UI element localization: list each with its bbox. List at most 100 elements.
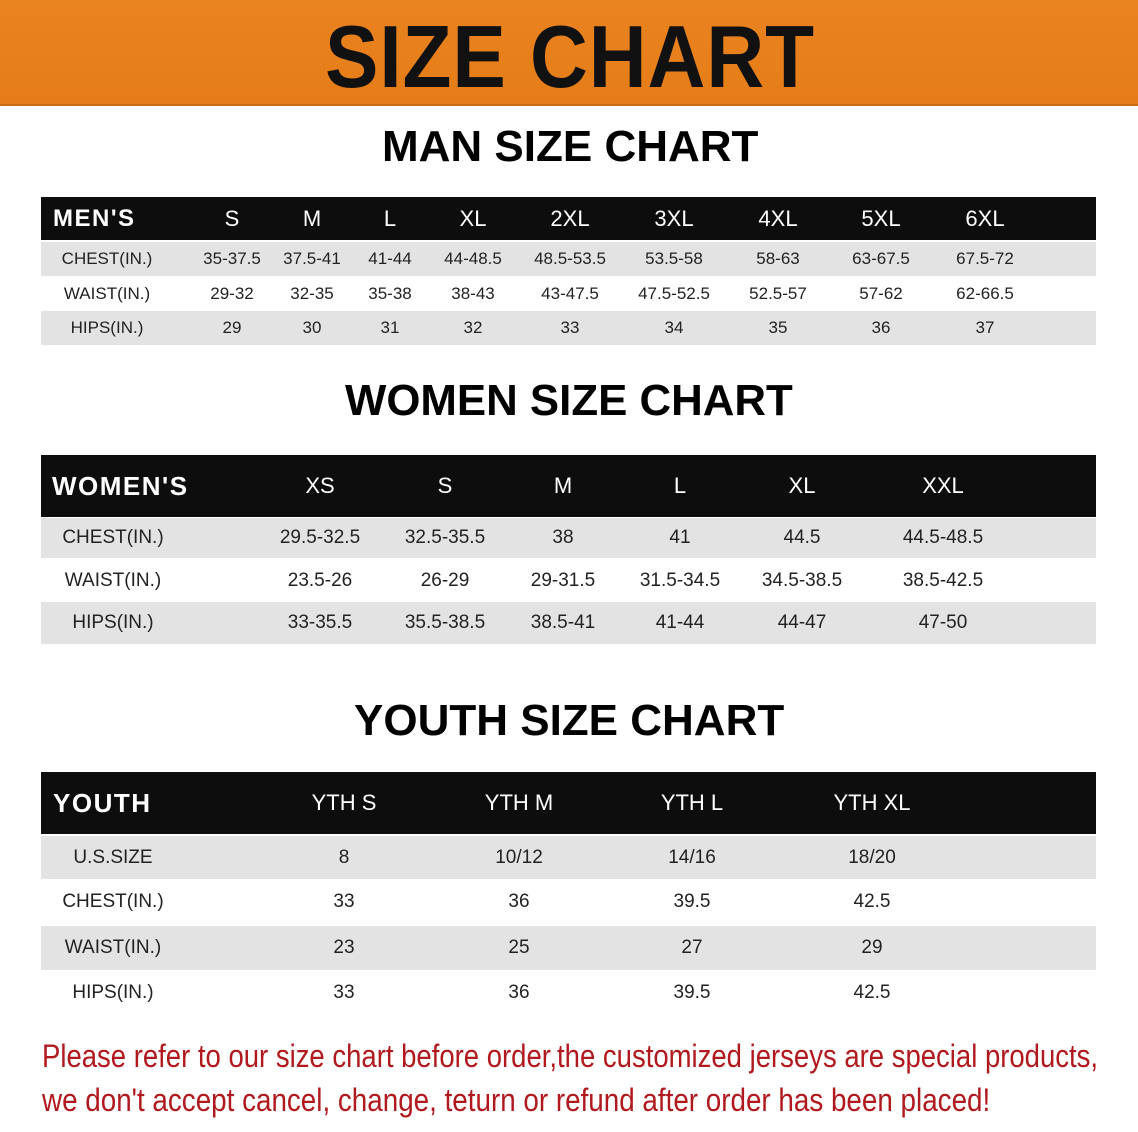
measurement-value: 58-63 [756,249,800,268]
measurement-value: 47-50 [918,612,968,633]
measurement-value: 29 [861,937,883,958]
measurement-value: 36 [871,318,891,337]
measurement-value: 37 [975,318,995,337]
measurement-value: 41-44 [655,612,705,633]
measurement-value: 29.5-32.5 [279,527,361,548]
size-header-cell: XS [305,473,335,498]
women-table-row: WAIST(IN.) 23.5-26 26-29 29-31.5 31.5-34.5 34… [41,560,1096,601]
note-line-1: Please refer to our size chart before or… [42,1038,1099,1074]
youth-section-title: YOUTH SIZE CHART [354,696,785,745]
measurement-value: 42.5 [853,891,891,912]
size-header-cell: L [673,473,687,498]
men-header-row: MEN'S S M L XL 2XL 3XL 4XL 5XL 6XL [41,197,1096,240]
size-header-cell: YTH S [311,790,377,815]
measurement-value: 41-44 [368,249,412,268]
youth-table-row: U.S.SIZE 8 10/12 14/16 18/20 [41,836,1096,879]
size-header-cell: XXL [922,473,964,498]
measurement-value: 23 [333,937,355,958]
measurement-value: 14/16 [668,846,716,868]
measurement-value: 52.5-57 [749,284,807,303]
measurement-value: 34 [664,318,684,337]
measurement-value: 31.5-34.5 [639,569,721,591]
measurement-value: 67.5-72 [956,249,1014,268]
measurement-value: 62-66.5 [956,284,1014,303]
measurement-value: 38.5-42.5 [902,569,984,591]
measurement-value: 53.5-58 [645,249,703,268]
size-header-cell: S [437,473,453,498]
size-header-cell: 5XL [861,205,901,231]
measurement-value: 23.5-26 [287,569,353,591]
measurement-value: 10/12 [495,846,543,868]
banner [0,0,1138,106]
men-table-row: HIPS(IN.) 29 30 31 32 33 34 35 36 37 [41,311,1096,345]
measurement-value: 44.5-48.5 [902,527,984,548]
measurement-value: 44-47 [777,612,827,633]
size-header-cell: YTH XL [833,790,911,815]
measurement-label: CHEST(IN.) [62,527,164,548]
measurement-value: 35-38 [368,284,412,303]
measurement-value: 41 [669,527,691,548]
size-header-cell: M [553,473,573,498]
measurement-value: 36 [508,982,530,1003]
measurement-value: 42.5 [853,982,891,1003]
note-line-2: we don't accept cancel, change, teturn o… [42,1082,991,1118]
measurement-value: 8 [338,846,350,868]
women-section-title: WOMEN SIZE CHART [345,376,793,425]
youth-table-row: HIPS(IN.) 33 36 39.5 42.5 [41,971,1096,1015]
size-header-cell: M [302,205,322,231]
measurement-value: 38-43 [451,284,495,303]
size-header-cell: 4XL [758,205,798,231]
measurement-label: WAIST(IN.) [64,937,162,958]
measurement-value: 18/20 [848,846,896,868]
page-title: SIZE CHART [325,7,815,106]
size-header-cell: XL [459,205,487,231]
men-table-row: CHEST(IN.) 35-37.5 37.5-41 41-44 44-48.5 48.5… [41,242,1096,276]
men-table-row: WAIST(IN.) 29-32 32-35 35-38 38-43 43-47.5 47.… [41,277,1096,311]
measurement-value: 33-35.5 [287,612,353,633]
size-header-cell: L [383,205,397,231]
measurement-value: 48.5-53.5 [534,249,606,268]
measurement-label: U.S.SIZE [73,846,153,868]
youth-table-row: WAIST(IN.) 23 25 27 29 [41,926,1096,970]
measurement-value: 29 [222,318,242,337]
measurement-value: 47.5-52.5 [638,284,710,303]
size-header-cell: 6XL [965,205,1005,231]
women-header-row: WOMEN'S XS S M L XL XXL [41,455,1096,517]
measurement-value: 32 [463,318,483,337]
measurement-label: HIPS(IN.) [72,982,154,1003]
measurement-label: CHEST(IN.) [61,249,153,268]
measurement-label: HIPS(IN.) [72,612,154,633]
measurement-value: 30 [302,318,322,337]
measurement-label: WAIST(IN.) [64,569,162,591]
measurement-value: 33 [560,318,580,337]
measurement-label: CHEST(IN.) [62,891,164,912]
women-table-row: HIPS(IN.) 33-35.5 35.5-38.5 38.5-41 41-44 44-… [41,602,1096,644]
size-header-cell: YTH M [484,790,554,815]
women-header-label: WOMEN'S [52,470,189,501]
measurement-value: 39.5 [673,891,711,912]
measurement-value: 34.5-38.5 [761,569,843,591]
size-header-cell: 2XL [550,205,590,231]
measurement-label: WAIST(IN.) [63,284,151,303]
measurement-value: 57-62 [859,284,903,303]
measurement-value: 35-37.5 [203,249,261,268]
men-section-title: MAN SIZE CHART [382,122,759,171]
measurement-value: 27 [681,937,703,958]
measurement-value: 29-32 [210,284,254,303]
measurement-value: 37.5-41 [283,249,341,268]
youth-header-label: YOUTH [53,787,152,818]
measurement-value: 63-67.5 [852,249,910,268]
measurement-value: 38 [552,527,574,548]
measurement-value: 32.5-35.5 [404,527,486,548]
measurement-value: 44.5 [783,527,821,548]
measurement-value: 36 [508,891,530,912]
measurement-value: 31 [380,318,400,337]
measurement-value: 33 [333,982,355,1003]
size-header-cell: XL [788,473,816,498]
measurement-value: 43-47.5 [541,284,599,303]
measurement-value: 35.5-38.5 [404,612,486,633]
measurement-value: 33 [333,891,355,912]
measurement-value: 29-31.5 [530,569,596,591]
measurement-value: 32-35 [290,284,334,303]
size-header-cell: YTH L [660,790,724,815]
